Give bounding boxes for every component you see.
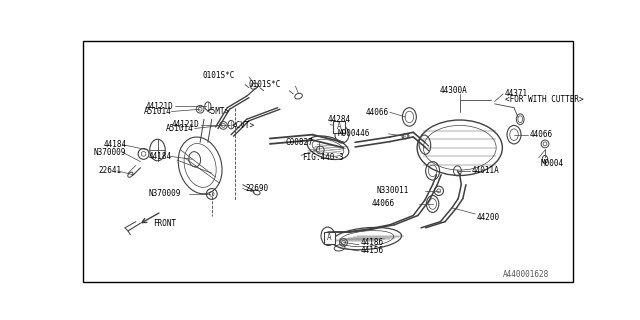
Text: M000446: M000446 (338, 129, 371, 138)
Text: A: A (327, 233, 332, 242)
Text: 44371: 44371 (505, 89, 528, 98)
Text: A51014: A51014 (166, 124, 194, 133)
Text: FIG.440-3: FIG.440-3 (303, 153, 344, 162)
Text: A440001628: A440001628 (502, 269, 548, 278)
Text: 44200: 44200 (477, 212, 500, 221)
Text: 22690: 22690 (246, 184, 269, 193)
Text: 44186: 44186 (360, 238, 383, 247)
Text: 44284: 44284 (328, 115, 351, 124)
Text: 44066: 44066 (371, 199, 394, 208)
Text: <5MT>: <5MT> (206, 107, 230, 116)
Text: 44121D: 44121D (146, 102, 173, 111)
Text: N330011: N330011 (377, 186, 409, 195)
Text: 44184: 44184 (148, 152, 172, 161)
Text: M0004: M0004 (540, 159, 563, 168)
Text: A: A (337, 123, 341, 132)
FancyBboxPatch shape (333, 121, 345, 133)
Text: 44066: 44066 (529, 130, 552, 139)
Text: N370009: N370009 (94, 148, 126, 157)
Text: 44300A: 44300A (440, 86, 467, 95)
Text: 44011A: 44011A (472, 166, 499, 175)
Text: 44121D: 44121D (172, 120, 199, 129)
Text: 0101S*C: 0101S*C (202, 71, 235, 80)
Text: FRONT: FRONT (154, 219, 177, 228)
Text: A51014: A51014 (143, 107, 172, 116)
FancyBboxPatch shape (324, 232, 335, 244)
Text: 44066: 44066 (365, 108, 388, 117)
Text: 44184: 44184 (103, 140, 126, 149)
Text: C00827: C00827 (285, 138, 313, 147)
Text: 0101S*C: 0101S*C (249, 80, 282, 89)
Text: 22641: 22641 (99, 166, 122, 175)
Text: 44156: 44156 (360, 246, 383, 255)
Text: <FOR WITH CUTTER>: <FOR WITH CUTTER> (505, 95, 583, 105)
Text: N370009: N370009 (148, 189, 180, 198)
Text: <CVT>: <CVT> (232, 121, 255, 130)
